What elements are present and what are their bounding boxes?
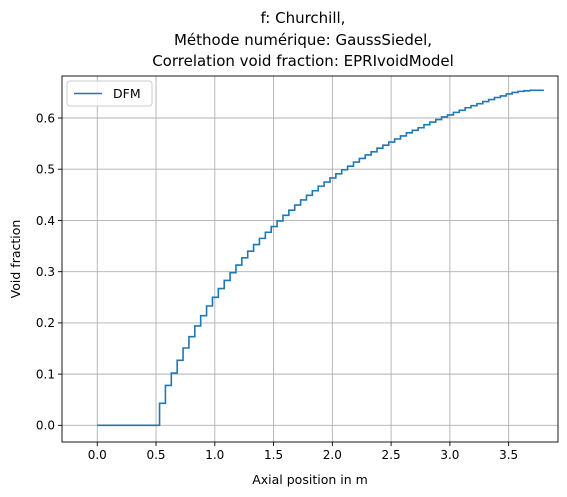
x-tick-label: 3.0 [440, 448, 459, 462]
chart-title-line-2: Méthode numérique: GaussSiedel, [174, 31, 432, 49]
y-tick-label: 0.3 [36, 265, 55, 279]
chart-title-line-1: f: Churchill, [261, 9, 346, 27]
series-layer [97, 89, 544, 427]
grid-lines [62, 76, 558, 442]
legend-label-dfm: DFM [113, 86, 141, 101]
legend-box [66, 80, 153, 107]
x-tick-label: 2.0 [323, 448, 342, 462]
y-tick-label: 0.1 [36, 367, 55, 381]
y-axis-label: Void fraction [8, 220, 23, 299]
y-tick-label: 0.5 [36, 163, 55, 177]
plot-area-frame [61, 75, 559, 443]
x-tick-label: 3.5 [499, 448, 518, 462]
x-tick-label: 0.5 [146, 448, 165, 462]
y-tick-label: 0.0 [36, 419, 55, 433]
x-tick-label: 0.0 [88, 448, 107, 462]
y-tick-label: 0.2 [36, 316, 55, 330]
x-tick-label: 1.0 [205, 448, 224, 462]
x-tick-label: 1.5 [264, 448, 283, 462]
series-line-dfm [97, 89, 544, 427]
x-tick-label: 2.5 [382, 448, 401, 462]
chart-title-line-3: Correlation void fraction: EPRIvoidModel [152, 52, 454, 70]
x-axis-label: Axial position in m [252, 472, 368, 487]
y-tick-label: 0.6 [36, 111, 55, 125]
legend: DFM [66, 80, 153, 107]
axis-ticks: 0.0 0.5 1.0 1.5 2.0 2.5 3.0 3.5 0.0 0.1 0.2 0.3 0.4 0… [36, 111, 518, 462]
y-tick-label: 0.4 [36, 214, 55, 228]
